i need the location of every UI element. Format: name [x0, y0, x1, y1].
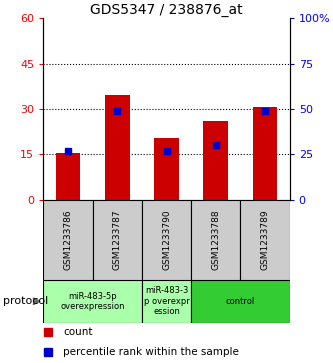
Bar — [203, 121, 228, 200]
Text: count: count — [63, 327, 93, 337]
Bar — [105, 95, 130, 200]
Text: control: control — [226, 297, 255, 306]
Text: protocol: protocol — [3, 296, 49, 306]
Text: miR-483-3
p overexpr
ession: miR-483-3 p overexpr ession — [144, 286, 189, 316]
Bar — [43, 280, 142, 323]
Bar — [43, 200, 93, 280]
Bar — [93, 200, 142, 280]
Bar — [154, 138, 179, 200]
Text: GSM1233788: GSM1233788 — [211, 209, 220, 270]
Bar — [240, 200, 290, 280]
Text: percentile rank within the sample: percentile rank within the sample — [63, 347, 239, 357]
Bar — [191, 200, 240, 280]
Bar — [142, 200, 191, 280]
Text: GSM1233787: GSM1233787 — [113, 209, 122, 270]
Text: GSM1233786: GSM1233786 — [63, 209, 73, 270]
Title: GDS5347 / 238876_at: GDS5347 / 238876_at — [90, 3, 243, 17]
Bar — [191, 280, 290, 323]
Bar — [142, 280, 191, 323]
Bar — [253, 107, 277, 200]
Text: miR-483-5p
overexpression: miR-483-5p overexpression — [60, 291, 125, 311]
Bar — [56, 153, 80, 200]
Text: GSM1233789: GSM1233789 — [260, 209, 270, 270]
Text: GSM1233790: GSM1233790 — [162, 209, 171, 270]
